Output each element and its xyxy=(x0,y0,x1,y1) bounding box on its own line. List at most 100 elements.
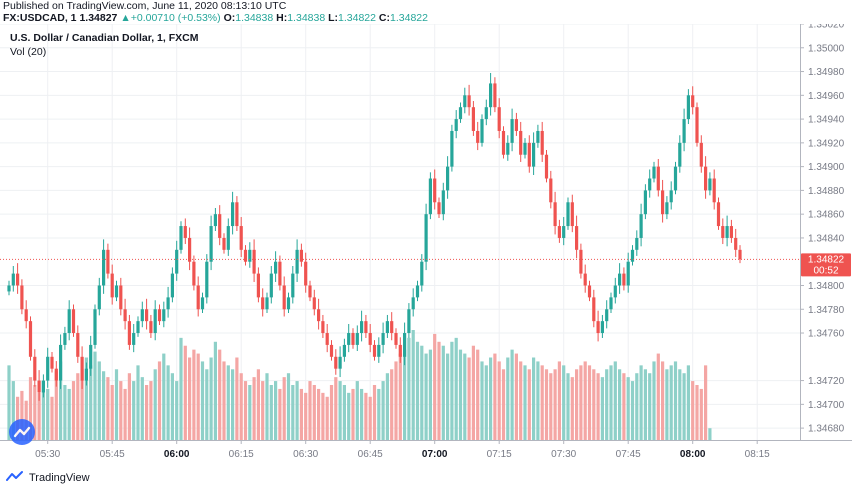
volume-bar xyxy=(411,330,415,440)
volume-bar xyxy=(415,341,420,440)
volume-bar xyxy=(132,381,136,440)
y-tick-label: 1.34860 xyxy=(808,210,845,221)
volume-bar xyxy=(480,361,484,440)
volume-bar xyxy=(454,337,458,440)
candle-body xyxy=(463,95,467,108)
volume-bar xyxy=(501,369,506,440)
candle-body xyxy=(351,333,355,345)
candle-body xyxy=(183,226,187,238)
candle-body xyxy=(467,95,471,108)
candle-body xyxy=(304,261,308,286)
volume-bar xyxy=(523,365,527,440)
volume-bar xyxy=(441,345,445,440)
candle-body xyxy=(682,119,686,143)
candle-body xyxy=(403,333,407,357)
x-tick-label: 06:30 xyxy=(293,449,318,460)
candle-body xyxy=(587,285,592,298)
x-tick-label: 07:30 xyxy=(551,449,576,460)
candle-body xyxy=(506,142,510,155)
volume-bar xyxy=(170,373,174,440)
tradingview-logo-icon[interactable] xyxy=(6,469,24,487)
price-chart[interactable]: 1.35020 1.35000 1.34980 1.34960 1.34940 1.349… xyxy=(0,24,852,464)
volume-bar xyxy=(325,396,329,440)
volume-bar xyxy=(600,377,604,440)
y-tick-label: 1.34840 xyxy=(808,233,845,244)
close-value: 1.34822 xyxy=(390,12,428,24)
candle-body xyxy=(71,309,76,334)
candle-body xyxy=(519,130,523,155)
y-tick-label: 1.34680 xyxy=(808,424,845,435)
candle-body xyxy=(291,273,295,298)
volume-bar xyxy=(248,385,252,440)
price-axis[interactable]: 1.35020 1.35000 1.34980 1.34960 1.34940 1.349… xyxy=(800,24,845,435)
volume-bar xyxy=(549,373,553,440)
open-label: O: xyxy=(223,12,236,24)
volume-bar xyxy=(609,365,613,440)
volume-bar xyxy=(463,353,467,440)
candle-body xyxy=(7,285,11,292)
candle-body xyxy=(575,226,579,250)
chart-legend-title: U.S. Dollar / Canadian Dollar, 1, FXCM xyxy=(10,32,199,44)
volume-bar xyxy=(231,369,235,440)
volume-bar xyxy=(265,373,269,440)
candle-body xyxy=(441,190,445,215)
volume-bar xyxy=(532,357,536,440)
candle-body xyxy=(446,166,450,191)
candle-body xyxy=(527,142,531,167)
volume-bar xyxy=(510,349,514,440)
candle-body xyxy=(385,321,389,334)
candle-body xyxy=(691,95,695,108)
volume-bar xyxy=(446,353,450,440)
tradingview-brand[interactable]: TradingView xyxy=(29,471,90,484)
candle-body xyxy=(368,333,372,345)
candle-body xyxy=(411,297,415,310)
volume-bar xyxy=(622,373,626,440)
volume-bar xyxy=(299,388,303,440)
volume-bar xyxy=(33,385,37,440)
candle-body xyxy=(562,226,566,238)
change-value: +0.00710 (+0.53%) xyxy=(130,12,221,24)
candle-body xyxy=(630,249,635,262)
close-label: C: xyxy=(378,12,391,24)
candle-body xyxy=(205,261,209,298)
candle-body xyxy=(93,309,97,345)
candle-body xyxy=(721,226,725,238)
candle-body xyxy=(716,202,721,227)
candle-body xyxy=(33,356,37,381)
candle-body xyxy=(123,309,127,322)
volume-bar xyxy=(7,365,11,440)
candle-body xyxy=(153,309,157,334)
volume-bar xyxy=(89,365,93,440)
volume-bar xyxy=(205,369,209,440)
price-tag-value: 1.34822 xyxy=(808,254,845,265)
volume-bar xyxy=(127,373,131,440)
candle-body xyxy=(342,344,346,357)
volume-bar xyxy=(665,369,669,440)
volume-bar xyxy=(368,396,372,440)
volume-bar xyxy=(407,337,411,440)
volume-bars xyxy=(7,330,712,440)
candle-body xyxy=(46,356,50,381)
y-tick-label: 1.34700 xyxy=(808,400,845,411)
volume-bar xyxy=(678,369,682,440)
candle-body xyxy=(729,226,733,238)
volume-bar xyxy=(218,349,222,440)
volume-bar xyxy=(93,351,97,440)
candle-body xyxy=(84,368,88,381)
candle-body xyxy=(454,119,458,131)
candle-body xyxy=(334,356,338,369)
candle-body xyxy=(471,107,475,131)
candle-body xyxy=(188,237,192,262)
volume-bar xyxy=(592,369,596,440)
candle-body xyxy=(372,344,377,357)
volume-bar xyxy=(76,373,80,440)
tradingview-bubble-icon[interactable] xyxy=(9,419,35,445)
time-axis[interactable]: 05:30 05:45 06:00 06:15 06:30 06:45 07:00 07:15… xyxy=(35,440,770,460)
volume-bar xyxy=(239,373,243,440)
y-tick-label: 1.34900 xyxy=(808,162,845,173)
low-label: L: xyxy=(328,12,339,24)
volume-bar xyxy=(403,349,407,440)
low-value: 1.34822 xyxy=(338,12,376,24)
volume-bar xyxy=(635,373,639,440)
volume-bar xyxy=(351,388,355,440)
